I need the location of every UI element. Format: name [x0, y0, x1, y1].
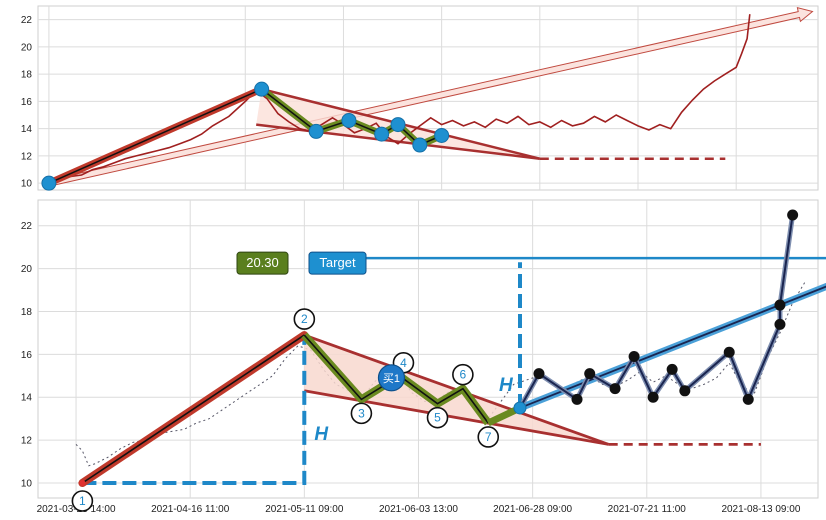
detail-h-measure-left [82, 335, 307, 485]
detail-ytick-label: 14 [21, 393, 33, 404]
detail-wave-label: 6 [460, 368, 467, 382]
detail-xtick-label: 2021-07-21 11:00 [608, 504, 687, 515]
detail-ytick-label: 22 [21, 221, 33, 232]
detail-wave-label: 5 [434, 411, 441, 425]
detail-xtick-label: 2021-08-13 09:00 [721, 504, 800, 515]
detail-wave-label-circle [477, 426, 500, 448]
overview-wave-node [412, 137, 428, 153]
detail-xtick-label: 2021-05-11 09:00 [265, 504, 344, 515]
detail-target-box [308, 251, 367, 275]
overview-wave-node [41, 175, 57, 191]
detail-wave-zigzag-core [303, 334, 489, 424]
detail-buy-label: 买1 [383, 372, 400, 385]
overview-target-arrow [47, 7, 814, 187]
detail-xtick-label: 2021-06-03 13:00 [379, 504, 458, 515]
overview-ytick-label: 18 [21, 70, 33, 81]
detail-actual-point [742, 393, 754, 405]
detail-actual-point [571, 393, 583, 405]
detail-wave-label: 7 [485, 430, 492, 444]
overview-ytick-label: 10 [21, 179, 33, 190]
overview-price-line [48, 14, 751, 184]
detail-actual-point [584, 368, 596, 380]
overview-ytick-label: 20 [21, 42, 33, 53]
detail-xtick-label: 2021-04-16 11:00 [151, 504, 230, 515]
detail-ytick-label: 18 [21, 307, 33, 318]
detail-actual-point [533, 368, 545, 380]
overview-ytick-label: 16 [21, 97, 33, 108]
overview-wave-node [374, 126, 390, 142]
detail-wave-label: 4 [400, 356, 407, 370]
detail-ytick-label: 16 [21, 350, 33, 361]
detail-target-value: 20.30 [246, 255, 279, 270]
detail-ytick-label: 10 [21, 478, 33, 489]
overview-ytick-label: 22 [21, 15, 33, 26]
detail-wave-label: 2 [301, 312, 308, 326]
detail-wave-label-circle [350, 402, 373, 425]
detail-actual-point [666, 363, 678, 375]
detail-xtick-label: 2021-06-28 09:00 [493, 504, 572, 515]
overview-ytick-label: 14 [21, 124, 33, 135]
detail-wave-label-circle [71, 490, 94, 512]
overview-wave-node [254, 81, 270, 97]
overview-wave-node [341, 112, 357, 128]
overview-wave-up-core [48, 88, 262, 184]
detail-actual-point [774, 299, 786, 311]
detail-wave-label-circle [452, 363, 474, 386]
detail-actual-point [723, 346, 735, 358]
detail-breakout-node [513, 401, 527, 415]
overview-wave-node [308, 123, 324, 139]
detail-h-label-right: H [499, 375, 514, 396]
detail-wave-label-circle [426, 406, 449, 429]
detail-wave-label: 3 [358, 406, 365, 420]
detail-ytick-label: 20 [21, 264, 33, 275]
detail-frame [37, 199, 819, 499]
detail-actual-point [679, 385, 691, 397]
overview-wave-node [434, 127, 450, 143]
detail-actual-point [647, 391, 659, 403]
overview-panel: 10 12 14 16 18 20 22 [21, 5, 819, 191]
detail-h-label-left: H [314, 424, 329, 445]
detail-ytick-label: 12 [21, 436, 33, 447]
detail-lower-line [304, 389, 609, 446]
detail-target-text: Target [319, 255, 356, 270]
detail-start-dot [79, 479, 86, 486]
detail-wave-label-circle [293, 308, 316, 330]
detail-actual-point [774, 318, 786, 330]
detail-projection-core [519, 285, 826, 409]
overview-wave-node [390, 117, 406, 133]
detail-actual-point [609, 383, 621, 395]
detail-wave-label: 1 [79, 494, 86, 508]
detail-panel: 2021-03-23 14:00 2021-04-16 11:00 2021-05-… [21, 199, 826, 515]
detail-actual-point [787, 209, 799, 221]
detail-buy-marker [377, 364, 406, 392]
detail-wave-up-core [81, 334, 305, 484]
detail-target-value-box [236, 251, 289, 275]
detail-actual-point [628, 351, 640, 363]
overview-ytick-label: 12 [21, 151, 33, 162]
